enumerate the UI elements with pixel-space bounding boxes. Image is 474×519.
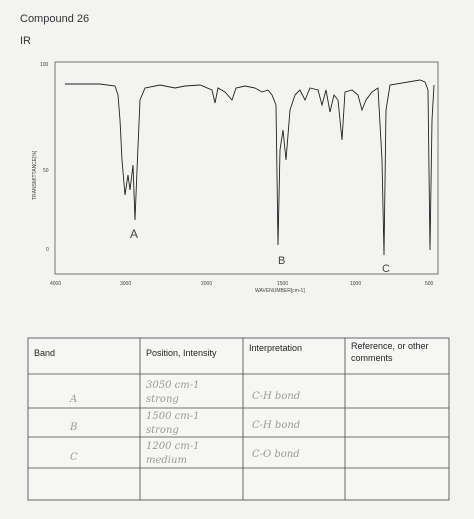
interpretation: C-H bond — [252, 391, 300, 402]
x-tick-label: 3000 — [120, 281, 131, 287]
interpretation: C-H bond — [252, 420, 300, 431]
y-tick-label: 0 — [46, 247, 49, 253]
position: 1500 cm-1 — [146, 411, 199, 422]
intensity: strong — [146, 394, 179, 405]
position: 3050 cm-1 — [146, 380, 199, 391]
table-header: comments — [351, 353, 393, 363]
spectrum-frame — [54, 61, 439, 275]
intensity: medium — [146, 455, 187, 466]
x-tick-label: 2000 — [201, 281, 212, 287]
x-axis-label: WAVENUMBER[cm-1] — [255, 288, 305, 294]
band: C — [70, 452, 78, 463]
x-tick-label: 500 — [425, 281, 434, 287]
peak-label: A — [130, 227, 138, 241]
y-tick-label: 100 — [40, 62, 49, 68]
peak-label: C — [382, 263, 390, 275]
x-tick-label: 1000 — [350, 281, 361, 287]
x-tick-label: 4000 — [50, 281, 61, 287]
table-header: Position, Intensity — [146, 348, 217, 358]
intensity: strong — [146, 425, 179, 436]
position: 1200 cm-1 — [146, 441, 199, 452]
title: Compound 26 — [20, 13, 89, 25]
y-tick-label: 50 — [43, 168, 49, 174]
band: A — [69, 394, 77, 405]
interpretation: C-O bond — [252, 449, 300, 460]
peak-label: B — [278, 255, 285, 267]
spectrum-trace — [65, 79, 435, 256]
band: B — [69, 422, 77, 433]
table-header: Band — [34, 348, 55, 358]
y-axis-label: TRANSMITTANCE[%] — [32, 150, 38, 200]
table-grid — [27, 337, 450, 501]
x-tick-label: 1500 — [277, 281, 288, 287]
table-header: Reference, or other — [351, 341, 429, 351]
table-header: Interpretation — [249, 343, 302, 353]
subtitle: IR — [20, 35, 31, 47]
